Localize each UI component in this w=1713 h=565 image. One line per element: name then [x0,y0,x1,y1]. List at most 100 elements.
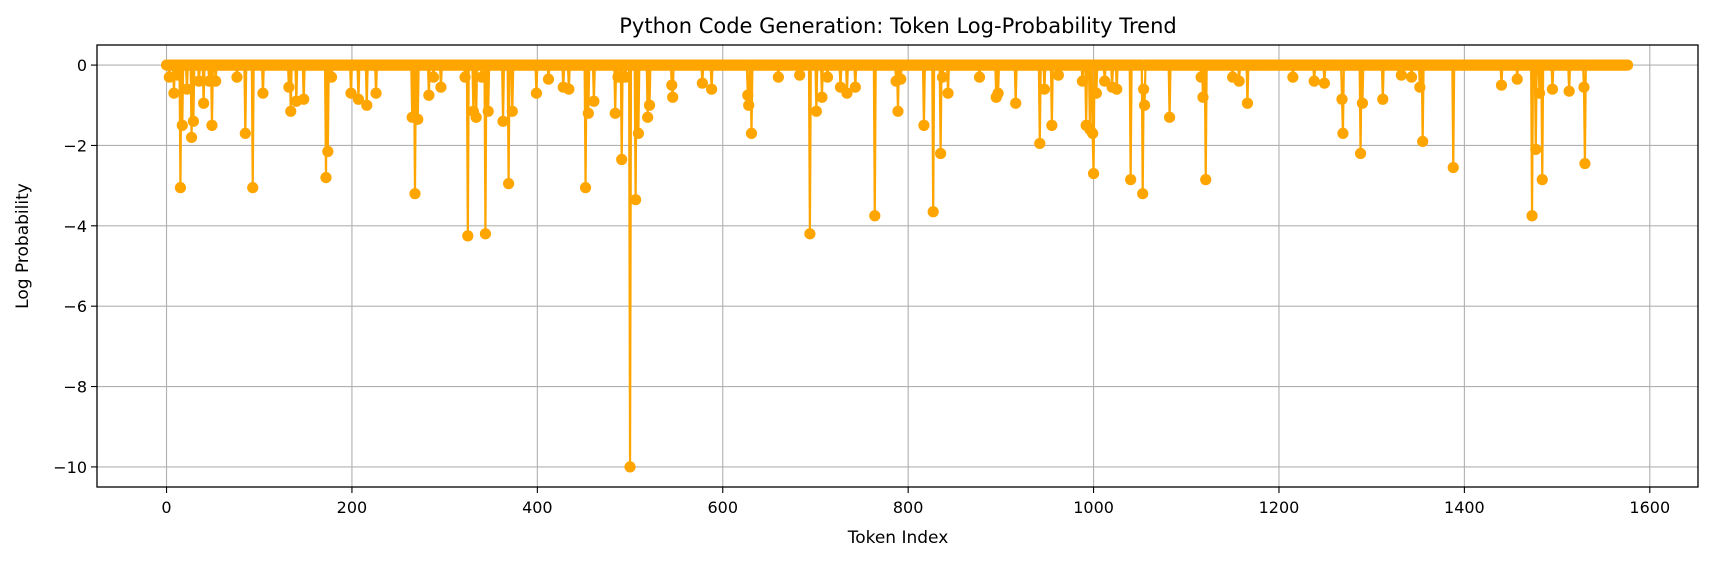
data-point [503,178,515,190]
data-point [1125,174,1137,186]
data-point [298,93,310,105]
data-point [506,105,518,117]
data-point [936,71,949,83]
data-point [1395,69,1407,81]
data-point [743,99,755,111]
data-point [435,81,447,93]
x-tick-label: 1000 [1073,498,1114,517]
data-point [1163,111,1176,123]
data-point [642,111,654,123]
data-point [609,107,621,119]
data-point [181,83,193,95]
y-tick-label: −6 [63,297,87,316]
data-point [616,153,628,166]
data-point [1010,97,1022,109]
data-point [794,69,806,81]
series-markers [160,59,1634,473]
data-point [187,115,200,127]
data-point [1511,73,1523,85]
data-point [892,105,904,117]
data-point [1138,99,1151,111]
data-point [1308,75,1320,87]
data-point [322,145,334,158]
data-point [1546,83,1559,95]
data-point [942,87,954,99]
x-tick-label: 600 [707,498,738,517]
data-point [1200,174,1212,186]
data-point [1579,157,1591,170]
data-point [816,91,828,103]
data-point [482,105,494,117]
data-point [895,73,907,85]
data-point [423,89,435,101]
data-point [1495,79,1508,91]
axis-ticks: 0 200 400 600 800 1000 1200 1400 1600 0 −2 −4 −6 −8 −1… [53,56,1670,517]
data-point [1405,71,1418,83]
data-point [1530,143,1542,156]
data-point [345,87,357,99]
x-axis-label: Token Index [847,528,949,548]
data-point [632,127,644,139]
data-point [804,228,816,240]
data-point [588,95,600,107]
data-point [1563,85,1575,97]
plot-frame [96,44,1699,488]
data-point [1621,59,1634,71]
data-point [257,87,269,99]
data-point [210,75,222,87]
data-point [462,230,474,242]
x-tick-label: 200 [337,498,368,517]
data-point [1578,81,1590,93]
data-point [918,119,930,131]
data-point [1111,83,1123,95]
data-point [412,113,424,125]
data-point [1377,93,1389,105]
data-point [1197,91,1209,103]
chart-title: Python Code Generation: Token Log-Probab… [619,14,1176,38]
data-point [1287,71,1299,83]
data-point [352,93,365,105]
data-point [1046,119,1058,131]
data-point [745,127,758,139]
data-point [231,71,243,83]
data-point [992,87,1004,99]
data-point [1533,87,1546,99]
y-tick-label: −2 [63,136,87,155]
data-point [742,89,754,101]
data-point [1233,75,1245,87]
data-point [1090,87,1102,99]
data-point [172,69,184,81]
data-point [1336,93,1348,105]
data-point [497,115,509,127]
data-point [1076,75,1089,87]
data-point [810,105,822,117]
data-point [409,188,421,200]
x-tick-label: 1400 [1444,498,1485,517]
data-point [185,131,198,144]
x-tick-label: 0 [161,498,171,517]
data-point [1034,137,1046,150]
data-point [1087,127,1099,139]
data-point [849,81,861,93]
data-point [1138,83,1150,95]
data-point [479,228,492,240]
y-tick-label: −8 [63,378,87,397]
data-point [193,75,205,87]
data-point [973,71,986,83]
data-point [370,87,382,99]
data-point [624,461,636,473]
x-tick-label: 800 [893,498,924,517]
y-tick-label: −10 [53,458,87,477]
data-point [283,81,295,93]
data-point [1354,147,1367,160]
data-point [1087,167,1100,180]
data-point [1337,127,1349,139]
data-point [667,91,679,103]
data-point [1038,83,1051,95]
data-point [696,77,708,89]
data-point [666,79,678,91]
data-point [772,71,784,83]
data-point [1414,81,1426,93]
data-point [247,182,259,194]
